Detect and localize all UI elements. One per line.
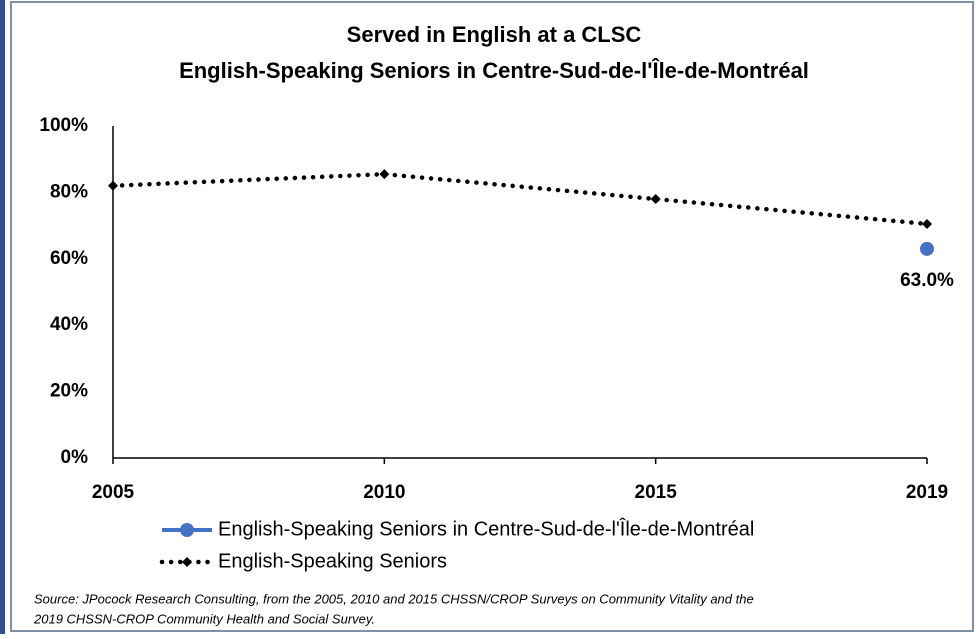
x-tick-label: 2015 xyxy=(635,482,678,503)
side-bar xyxy=(0,0,5,634)
series-line xyxy=(110,171,930,227)
chart-title: Served in English at a CLSC xyxy=(347,22,642,47)
chart-subtitle: English-Speaking Seniors in Centre-Sud-d… xyxy=(179,58,809,83)
chart-frame xyxy=(10,1,974,632)
data-point xyxy=(108,180,118,191)
y-tick-label: 100% xyxy=(39,115,88,136)
x-tick-label: 2010 xyxy=(363,482,405,503)
data-label: 63.0% xyxy=(900,270,954,291)
x-tick-label: 2019 xyxy=(906,482,948,503)
source-line: 2019 CHSSN-CROP Community Health and Soc… xyxy=(33,611,375,626)
y-tick-label: 60% xyxy=(50,248,88,269)
legend-marker xyxy=(182,557,192,567)
data-point xyxy=(650,194,661,205)
y-tick-label: 80% xyxy=(50,181,88,202)
legend-label: English-Speaking Seniors in Centre-Sud-d… xyxy=(218,517,754,540)
legend-marker xyxy=(180,523,194,537)
y-tick-label: 40% xyxy=(50,314,88,335)
data-point xyxy=(920,241,934,256)
y-tick-label: 20% xyxy=(50,381,88,402)
legend-label: English-Speaking Seniors xyxy=(218,550,447,572)
x-tick-label: 2005 xyxy=(92,482,135,503)
data-point xyxy=(922,218,932,229)
y-tick-label: 0% xyxy=(61,447,89,468)
source-line: Source: JPocock Research Consulting, fro… xyxy=(34,591,754,606)
data-point xyxy=(379,169,390,180)
